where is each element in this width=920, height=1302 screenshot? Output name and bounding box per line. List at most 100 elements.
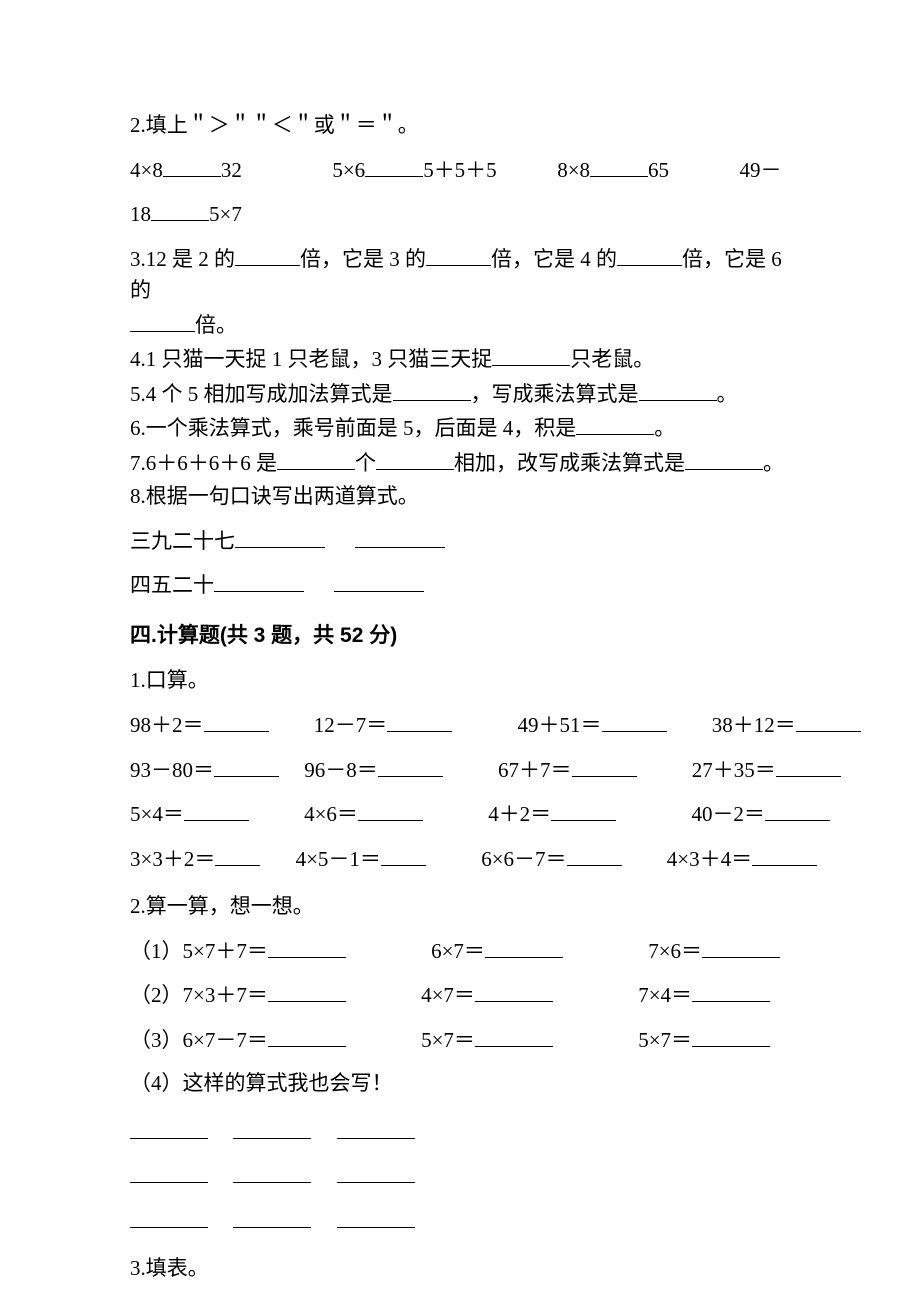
- p2-stem: 2.算一算，想一想。: [130, 891, 790, 923]
- q2-blank-2[interactable]: [365, 154, 423, 177]
- p1-r1-b1[interactable]: [204, 709, 269, 732]
- q2-val-1: 32: [221, 158, 242, 182]
- p1-r4-b1[interactable]: [215, 843, 260, 866]
- q4-blank[interactable]: [492, 343, 570, 366]
- p1-r4-2: 4×5－1＝: [296, 847, 381, 871]
- p1-stem: 1.口算。: [130, 665, 790, 697]
- q2-expr-2: 5×6: [332, 158, 365, 182]
- p1-r4-b2[interactable]: [381, 843, 426, 866]
- p1-r4-3: 6×6－7＝: [481, 847, 566, 871]
- q3-blank-4[interactable]: [130, 309, 195, 332]
- q3-blank-2[interactable]: [426, 243, 491, 266]
- q3-tail: 倍。: [195, 313, 237, 337]
- p1-r3-b1[interactable]: [184, 798, 249, 821]
- p1-r2-b4[interactable]: [776, 754, 841, 777]
- q4-b: 只老鼠。: [570, 347, 654, 371]
- q7-a: 7.6＋6＋6＋6 是: [130, 451, 277, 475]
- q6-b: 。: [654, 416, 675, 440]
- p2-r3-b1[interactable]: [268, 1024, 346, 1047]
- p1-r1-b4[interactable]: [796, 709, 861, 732]
- q8-r2-blank-1[interactable]: [214, 569, 304, 592]
- q2-expr-1: 4×8: [130, 158, 163, 182]
- q2-blank-1[interactable]: [163, 154, 221, 177]
- p2-free-r1-b2[interactable]: [233, 1116, 311, 1139]
- p3-stem: 3.填表。: [130, 1253, 790, 1285]
- p2-row1: （1）5×7＋7＝ 6×7＝ 7×6＝: [130, 935, 790, 968]
- q2-expr-4b: 18: [130, 202, 151, 226]
- p1-r4-4: 4×3＋4＝: [667, 847, 752, 871]
- p1-row2: 93－80＝ 96－8＝ 67＋7＝ 27＋35＝: [130, 754, 790, 787]
- q5: 5.4 个 5 相加写成加法算式是，写成乘法算式是。: [130, 378, 790, 411]
- q8-r1-blank-1[interactable]: [235, 525, 325, 548]
- p2-r3-b3[interactable]: [692, 1024, 770, 1047]
- p2-r2-b3[interactable]: [692, 979, 770, 1002]
- q5-a: 5.4 个 5 相加写成加法算式是: [130, 382, 393, 406]
- p1-r1-3: 49＋51＝: [518, 713, 602, 737]
- p2-row2: （2）7×3＋7＝ 4×7＝ 7×4＝: [130, 979, 790, 1012]
- q3-blank-3[interactable]: [617, 243, 682, 266]
- p2-free-row2: [130, 1160, 790, 1193]
- p2-free-r3-b1[interactable]: [130, 1205, 208, 1228]
- p1-r1-b3[interactable]: [602, 709, 667, 732]
- q8-r1-blank-2[interactable]: [355, 525, 445, 548]
- p1-r2-3: 67＋7＝: [498, 758, 572, 782]
- q3-blank-1[interactable]: [235, 243, 300, 266]
- q7-blank-3[interactable]: [685, 447, 763, 470]
- p1-r3-b4[interactable]: [765, 798, 830, 821]
- p2-r1-b3[interactable]: [702, 935, 780, 958]
- p2-free-r2-b3[interactable]: [337, 1160, 415, 1183]
- p1-r3-2: 4×6＝: [304, 802, 358, 826]
- p2-r3-1: （3）6×7－7＝: [130, 1028, 268, 1052]
- p1-r1-2: 12－7＝: [314, 713, 388, 737]
- p1-r3-b2[interactable]: [358, 798, 423, 821]
- q6-blank[interactable]: [576, 412, 654, 435]
- p2-r2-b1[interactable]: [268, 979, 346, 1002]
- p2-r2-2: 4×7＝: [421, 983, 475, 1007]
- p2-free-row1: [130, 1116, 790, 1149]
- p1-r2-2: 96－8＝: [304, 758, 378, 782]
- q2-blank-3[interactable]: [590, 154, 648, 177]
- p1-row4: 3×3＋2＝ 4×5－1＝ 6×6－7＝ 4×3＋4＝: [130, 843, 790, 876]
- p1-r2-b1[interactable]: [214, 754, 279, 777]
- p2-r1-b1[interactable]: [268, 935, 346, 958]
- p2-free-r2-b2[interactable]: [233, 1160, 311, 1183]
- p2-free-r3-b2[interactable]: [233, 1205, 311, 1228]
- p2-free-r1-b1[interactable]: [130, 1116, 208, 1139]
- q6: 6.一个乘法算式，乘号前面是 5，后面是 4，积是。: [130, 412, 790, 445]
- p2-free-r1-b3[interactable]: [337, 1116, 415, 1139]
- p1-row3: 5×4＝ 4×6＝ 4＋2＝ 40－2＝: [130, 798, 790, 831]
- p2-r1-b2[interactable]: [485, 935, 563, 958]
- q8-row2: 四五二十: [130, 569, 790, 602]
- p1-r2-b2[interactable]: [378, 754, 443, 777]
- p1-r1-4: 38＋12＝: [712, 713, 796, 737]
- q4-a: 4.1 只猫一天捉 1 只老鼠，3 只猫三天捉: [130, 347, 492, 371]
- q7-b: 个: [355, 451, 376, 475]
- q5-blank-1[interactable]: [393, 378, 471, 401]
- q3-seg1: 3.12 是 2 的: [130, 247, 235, 271]
- q7-blank-1[interactable]: [277, 447, 355, 470]
- p2-r2-1: （2）7×3＋7＝: [130, 983, 268, 1007]
- p1-r2-4: 27＋35＝: [692, 758, 776, 782]
- p1-r4-b4[interactable]: [752, 843, 817, 866]
- p2-free-r3-b3[interactable]: [337, 1205, 415, 1228]
- p2-r3-b2[interactable]: [475, 1024, 553, 1047]
- p1-r4-b3[interactable]: [567, 843, 622, 866]
- q2-expr-3: 8×8: [557, 158, 590, 182]
- p1-row1: 98＋2＝ 12－7＝ 49＋51＝ 38＋12＝: [130, 709, 790, 742]
- q3-seg3: 倍，它是 4 的: [491, 247, 617, 271]
- q7-blank-2[interactable]: [376, 447, 454, 470]
- q5-b: ，写成乘法算式是: [471, 382, 639, 406]
- q5-blank-2[interactable]: [639, 378, 717, 401]
- p2-free-r2-b1[interactable]: [130, 1160, 208, 1183]
- p2-row4: （4）这样的算式我也会写！: [130, 1068, 790, 1100]
- p1-r1-b2[interactable]: [387, 709, 452, 732]
- p1-r3-b3[interactable]: [551, 798, 616, 821]
- q2-stem: 2.填上＂＞＂＂＜＂或＂＝＂。: [130, 110, 790, 142]
- q2-blank-4[interactable]: [151, 198, 209, 221]
- q7-d: 。: [763, 451, 784, 475]
- p1-r4-1: 3×3＋2＝: [130, 847, 215, 871]
- q8-r2-blank-2[interactable]: [334, 569, 424, 592]
- p1-r2-b3[interactable]: [572, 754, 637, 777]
- p2-row3: （3）6×7－7＝ 5×7＝ 5×7＝: [130, 1024, 790, 1057]
- p2-r2-b2[interactable]: [475, 979, 553, 1002]
